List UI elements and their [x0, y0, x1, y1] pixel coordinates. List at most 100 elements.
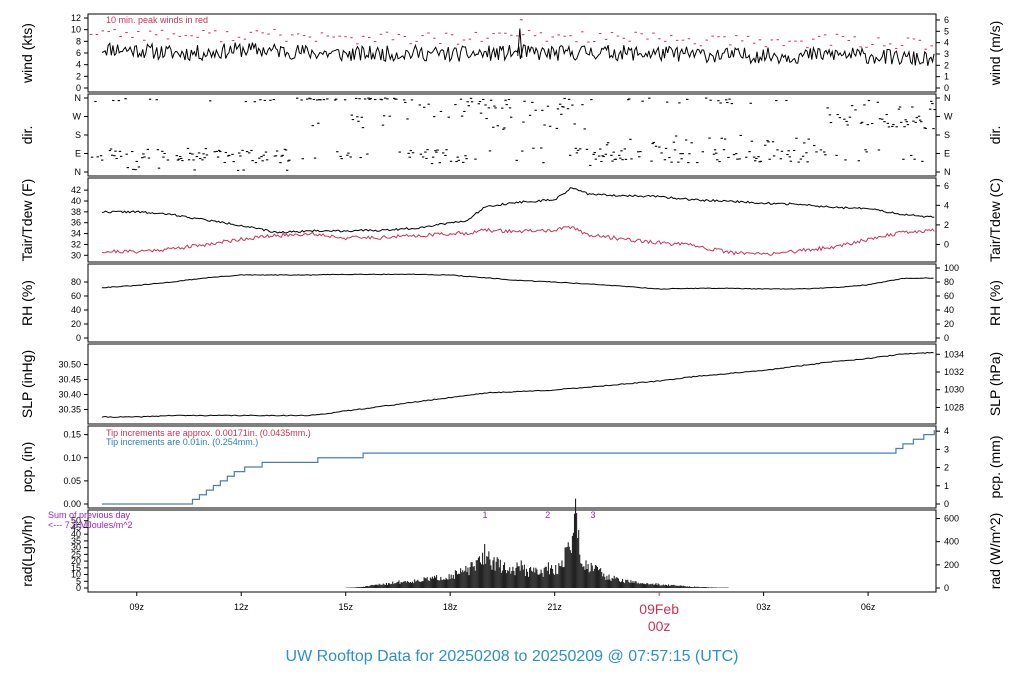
direction-left-tick-label: W — [73, 112, 82, 122]
rh-left-tick-label: 80 — [71, 277, 81, 287]
direction-right-axis-label: dir. — [987, 126, 1003, 145]
precip-right-tick-label: 4 — [944, 426, 949, 436]
direction-right-tick-label: S — [944, 130, 950, 140]
wind-right-tick-label: 6 — [944, 15, 949, 25]
precip-annotation-exact: Tip increments are 0.01in. (0.254mm.) — [106, 437, 258, 447]
direction-right-tick-label: E — [944, 149, 950, 159]
wind-left-tick-label: 10 — [71, 25, 81, 35]
wind-right-tick-label: 5 — [944, 26, 949, 36]
temp-left-tick-label: 30 — [71, 250, 81, 260]
page-title: UW Rooftop Data for 20250208 to 20250209… — [285, 648, 739, 665]
wind-right-tick-label: 4 — [944, 38, 949, 48]
direction-left-axis-label: dir. — [19, 126, 35, 145]
temp-right-tick-label: 2 — [944, 220, 949, 230]
rh-left-tick-label: 60 — [71, 291, 81, 301]
radiation-bars — [346, 498, 729, 588]
radiation-right-tick-label: 200 — [944, 560, 959, 570]
radiation-left-tick-label: 25 — [71, 549, 81, 559]
radiation-peak-label: 3 — [590, 510, 595, 520]
precip-right-tick-label: 1 — [944, 481, 949, 491]
radiation-left-tick-label: 15 — [71, 563, 81, 573]
direction-left-tick-label: N — [75, 167, 82, 177]
wind-left-tick-label: 2 — [76, 71, 81, 81]
radiation-left-tick-label: 30 — [71, 543, 81, 553]
x-tick-label: 12z — [234, 602, 249, 612]
radiation-left-tick-label: 45 — [71, 522, 81, 532]
rh-left-tick-label: 20 — [71, 319, 81, 329]
direction-panel-frame — [87, 93, 937, 177]
precip-right-axis-label: pcp. (mm) — [987, 436, 1003, 499]
dewpoint-series — [101, 226, 935, 256]
rh-right-tick-label: 100 — [944, 263, 959, 273]
wind-left-tick-label: 4 — [76, 60, 81, 70]
x-tick-label: 18z — [443, 602, 458, 612]
x-tick-label: 21z — [547, 602, 562, 612]
radiation-annotation-sum: Sum of previous day — [48, 510, 131, 520]
precip-right-tick-label: 3 — [944, 444, 949, 454]
x-tick-label: 06z — [861, 602, 876, 612]
direction-left-tick-label: E — [75, 149, 81, 159]
radiation-right-tick-label: 0 — [944, 583, 949, 593]
temp-right-axis-label: Tair/Tdew (C) — [987, 178, 1003, 262]
slp-series — [101, 351, 934, 418]
radiation-left-tick-label: 10 — [71, 570, 81, 580]
wind-right-tick-label: 0 — [944, 83, 949, 93]
wind-right-tick-label: 1 — [944, 72, 949, 82]
date-sub-label: 00z — [648, 618, 671, 634]
precip-left-tick-label: 0.10 — [63, 453, 81, 463]
slp-left-axis-label: SLP (inHg) — [19, 350, 35, 418]
wind-left-tick-label: 0 — [76, 83, 81, 93]
wind-right-tick-label: 3 — [944, 49, 949, 59]
radiation-right-tick-label: 400 — [944, 537, 959, 547]
radiation-peak-label: 2 — [545, 510, 550, 520]
temp-panel-frame — [87, 177, 937, 263]
precip-right-tick-label: 2 — [944, 463, 949, 473]
wind-annotation: 10 min. peak winds in red — [106, 15, 208, 25]
radiation-left-tick-label: 20 — [71, 556, 81, 566]
precip-right-tick-label: 0 — [944, 499, 949, 509]
precip-annotation-approx: Tip increments are approx. 0.00171in. (0… — [106, 428, 311, 438]
direction-right-tick-label: N — [944, 167, 951, 177]
temp-left-tick-label: 34 — [71, 229, 81, 239]
slp-right-axis-label: SLP (hPa) — [987, 352, 1003, 416]
precip-left-tick-label: 0.05 — [63, 476, 81, 486]
rh-right-tick-label: 0 — [944, 333, 949, 343]
radiation-left-tick-label: 50 — [71, 516, 81, 526]
radiation-panel-frame — [87, 509, 937, 593]
radiation-left-axis-label: rad(Lgly/hr) — [19, 515, 35, 587]
date-label: 09Feb — [639, 601, 679, 617]
wind-right-axis-label: wind (m/s) — [987, 21, 1003, 87]
temp-right-tick-label: 0 — [944, 239, 949, 249]
temp-left-tick-label: 42 — [71, 185, 81, 195]
temp-left-tick-label: 32 — [71, 239, 81, 249]
rh-left-tick-label: 40 — [71, 305, 81, 315]
radiation-left-tick-label: 40 — [71, 529, 81, 539]
wind-peak-spike — [517, 28, 523, 58]
temp-left-tick-label: 36 — [71, 218, 81, 228]
radiation-annotation-value: <--- 7.2 MJoules/m^2 — [48, 520, 133, 530]
radiation-left-tick-label: 0 — [76, 583, 81, 593]
wind-left-tick-label: 8 — [76, 36, 81, 46]
direction-left-tick-label: S — [75, 130, 81, 140]
rh-right-tick-label: 40 — [944, 305, 954, 315]
air-temp-series — [101, 187, 935, 234]
temp-right-tick-label: 6 — [944, 181, 949, 191]
temp-left-axis-label: Tair/Tdew (F) — [19, 179, 35, 261]
wind-left-tick-label: 6 — [76, 48, 81, 58]
slp-left-tick-label: 30.45 — [58, 375, 81, 385]
rh-panel-frame — [87, 263, 937, 343]
rh-right-tick-label: 60 — [944, 291, 954, 301]
slp-left-tick-label: 30.40 — [58, 390, 81, 400]
precip-left-axis-label: pcp. (in) — [19, 442, 35, 493]
direction-right-tick-label: W — [944, 112, 953, 122]
rh-right-tick-label: 80 — [944, 277, 954, 287]
wind-left-tick-label: 12 — [71, 13, 81, 23]
slp-panel-frame — [87, 343, 937, 425]
x-tick-label: 09z — [129, 602, 144, 612]
rh-series — [101, 273, 934, 290]
wind-right-tick-label: 2 — [944, 60, 949, 70]
wind-left-axis-label: wind (kts) — [19, 23, 35, 84]
precip-panel-frame — [87, 425, 937, 509]
